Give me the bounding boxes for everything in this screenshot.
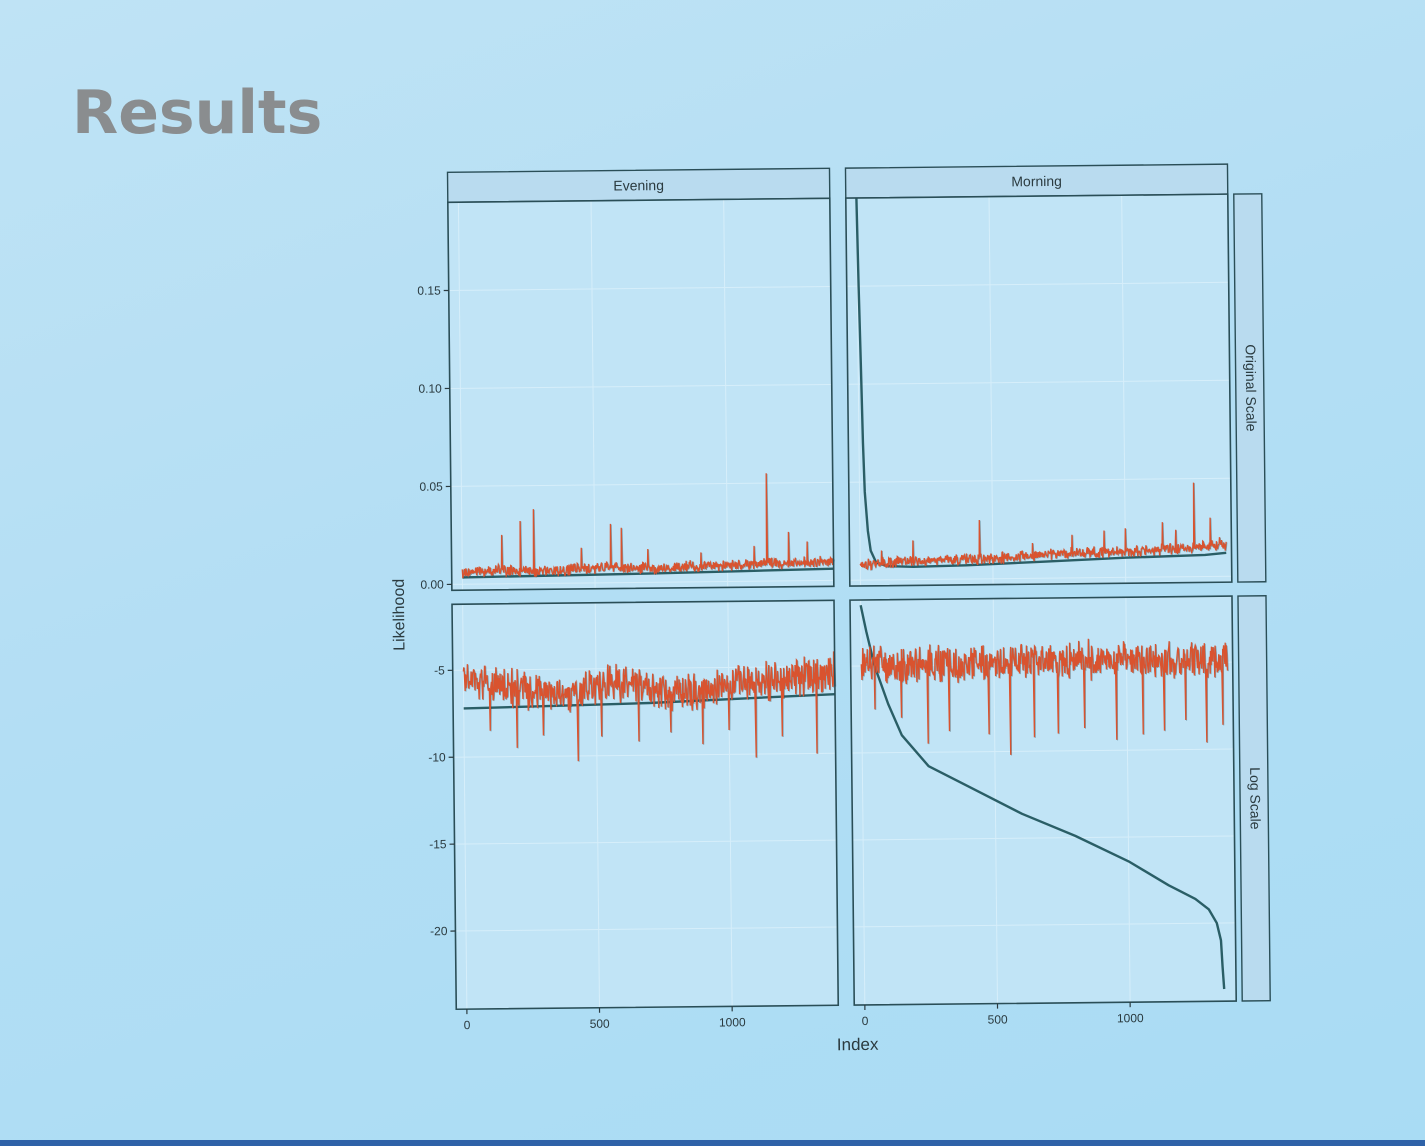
screen-bottom-edge bbox=[0, 1140, 1425, 1146]
panel-border bbox=[844, 193, 1233, 587]
y-axis-title: Likelihood bbox=[391, 579, 409, 651]
x-tick-label: 1000 bbox=[719, 1015, 746, 1029]
series-observed-line bbox=[859, 482, 1227, 571]
x-tick-label: 500 bbox=[590, 1017, 610, 1031]
grid-line-x bbox=[457, 202, 463, 591]
series-sorted-line bbox=[859, 604, 1226, 990]
x-tick-label: 0 bbox=[862, 1014, 869, 1028]
panel-border bbox=[849, 595, 1238, 1006]
panel-background bbox=[452, 600, 839, 1010]
grid-line-y bbox=[848, 477, 1231, 483]
grid-line-x bbox=[590, 200, 596, 589]
series-observed-line bbox=[461, 473, 835, 579]
y-tick-label: 0.10 bbox=[418, 382, 442, 396]
facet-strip-label-evening: Evening bbox=[613, 177, 664, 194]
grid-line-y bbox=[846, 281, 1229, 287]
x-tick-label: 1000 bbox=[1117, 1011, 1144, 1025]
grid-line-y bbox=[451, 579, 834, 585]
x-axis-title: Index bbox=[837, 1035, 879, 1054]
y-tick-label: 0.00 bbox=[420, 577, 444, 591]
grid-line-y bbox=[847, 379, 1230, 385]
panel-border bbox=[451, 599, 840, 1011]
grid-line-y bbox=[849, 575, 1232, 581]
grid-line-x bbox=[594, 602, 601, 1008]
series-sorted-line bbox=[462, 567, 834, 579]
x-tick-label: 500 bbox=[988, 1012, 1008, 1026]
grid-line-x bbox=[1121, 195, 1127, 584]
panel-border bbox=[447, 197, 835, 592]
panel-evening-original-scale: 0.00 0.05 0.10 0.15 bbox=[417, 197, 835, 592]
grid-line-y bbox=[852, 835, 1235, 841]
y-tick-label: -5 bbox=[434, 663, 445, 677]
series-observed-line bbox=[860, 638, 1229, 755]
y-tick-label: -15 bbox=[429, 837, 447, 851]
grid-line-x bbox=[723, 199, 729, 588]
grid-line-x bbox=[988, 196, 994, 585]
panel-morning-log-scale: 0 500 1000 bbox=[849, 595, 1238, 1028]
grid-line-y bbox=[853, 922, 1236, 928]
y-tick-label: 0.15 bbox=[417, 284, 441, 298]
panel-background bbox=[850, 596, 1237, 1006]
grid-line-y bbox=[450, 481, 833, 487]
series-sorted-line bbox=[463, 692, 836, 710]
facet-strip-label-morning: Morning bbox=[1011, 173, 1062, 190]
grid-line-y bbox=[454, 839, 837, 845]
x-tick-label: 0 bbox=[464, 1018, 471, 1032]
panel-background bbox=[447, 198, 834, 591]
facet-strip-label-original-scale: Original Scale bbox=[1243, 344, 1260, 432]
grid-line-y bbox=[455, 926, 838, 932]
grid-line-y bbox=[453, 752, 836, 758]
panel-morning-original-scale bbox=[844, 193, 1233, 587]
y-tick-label: -20 bbox=[430, 924, 448, 938]
slide-title: Results bbox=[72, 78, 323, 148]
panel-evening-log-scale: -5 -10 -15 -20 0 500 1000 bbox=[428, 599, 840, 1032]
facet-strip-log-scale bbox=[1237, 595, 1271, 1002]
facet-strip-label-log-scale: Log Scale bbox=[1247, 767, 1264, 830]
facet-strip-original-scale bbox=[1233, 193, 1267, 583]
panel-background bbox=[845, 194, 1232, 587]
grid-line-x bbox=[727, 601, 733, 1007]
grid-line-y bbox=[449, 383, 832, 389]
series-observed-line bbox=[462, 651, 836, 762]
y-tick-label: 0.05 bbox=[419, 480, 443, 494]
y-tick-label: -10 bbox=[428, 750, 446, 764]
grid-line-y bbox=[448, 285, 831, 291]
grid-line-x bbox=[462, 604, 468, 1010]
